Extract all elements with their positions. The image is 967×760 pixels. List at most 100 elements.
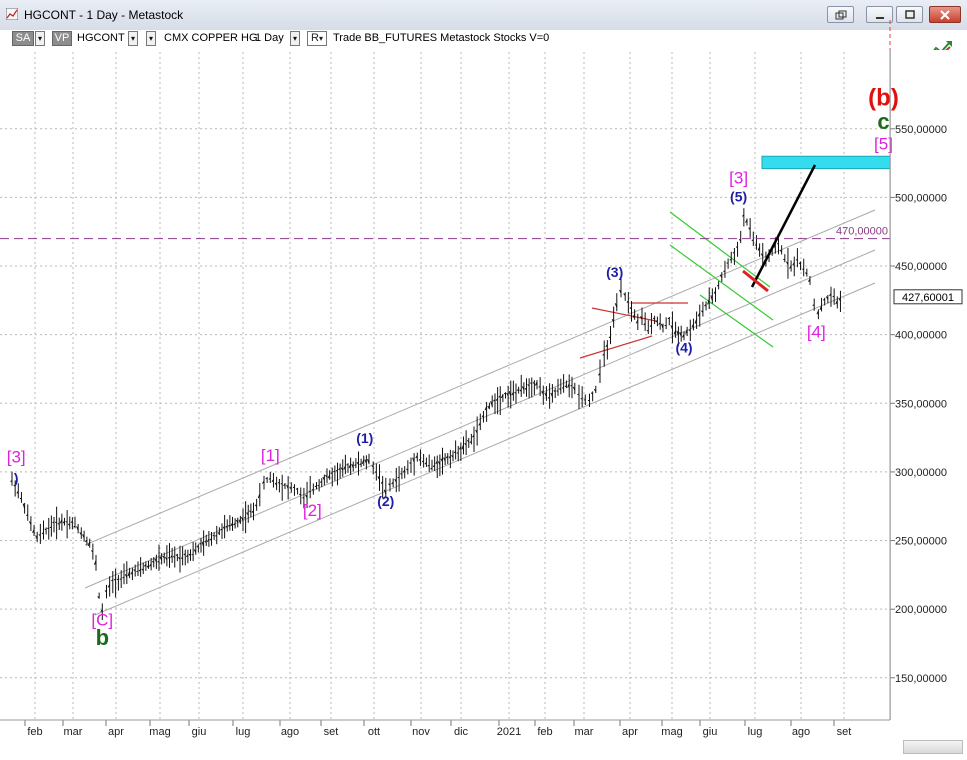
price-bar-open xyxy=(475,429,478,434)
price-bar-open xyxy=(265,477,268,480)
price-bar-open xyxy=(748,227,751,230)
maximize-icon xyxy=(904,10,915,19)
last-price-box xyxy=(893,289,963,305)
price-bar-open xyxy=(655,319,658,323)
security-dropdown-arrow[interactable]: ▾ xyxy=(146,31,156,46)
x-tick-label: apr xyxy=(622,726,638,738)
close-icon xyxy=(940,10,950,20)
price-bar-open xyxy=(538,386,541,388)
price-bar-open xyxy=(22,503,26,509)
price-bar-open xyxy=(495,398,499,401)
period-dropdown-arrow[interactable]: ▾ xyxy=(290,31,300,46)
price-bar-open xyxy=(829,293,832,297)
close-button[interactable] xyxy=(929,6,961,23)
price-bar-open xyxy=(742,214,745,217)
maximize-button[interactable] xyxy=(896,6,923,23)
price-bar-open xyxy=(185,554,189,558)
price-bar-open xyxy=(283,483,286,486)
price-bar-open xyxy=(619,289,622,294)
price-bar-open xyxy=(835,300,838,305)
price-bar-open xyxy=(206,538,210,543)
price-bar-open xyxy=(317,484,320,487)
price-bar-open xyxy=(172,556,176,559)
price-bar-open xyxy=(371,465,374,468)
price-bar-open xyxy=(299,493,301,496)
sa-button[interactable]: SA xyxy=(12,31,34,46)
price-bar-open xyxy=(13,484,16,487)
price-bar-open xyxy=(716,284,719,287)
price-bar-open xyxy=(322,476,325,481)
price-bar-open xyxy=(508,391,512,397)
price-bar-open xyxy=(257,493,261,499)
price-bar-open xyxy=(424,462,427,465)
price-bar-open xyxy=(825,296,829,300)
price-bar-open xyxy=(493,399,496,402)
r-dropdown-arrow: ▾ xyxy=(318,34,323,43)
price-bar-open xyxy=(361,459,365,464)
price-bar-open xyxy=(274,482,278,486)
price-bar-open xyxy=(789,265,792,269)
price-bar-open xyxy=(757,246,761,251)
price-bar-open xyxy=(199,542,202,545)
price-bar-open xyxy=(113,578,116,581)
vp-button[interactable]: VP xyxy=(52,31,72,46)
price-bar-open xyxy=(175,554,178,557)
period-label[interactable]: 1 Day xyxy=(255,32,284,44)
price-bar-open xyxy=(204,540,207,543)
breakout-marker xyxy=(742,269,769,293)
price-bar-open xyxy=(572,386,576,390)
price-bar-open xyxy=(356,461,359,465)
price-bar-open xyxy=(343,465,346,470)
price-bar-open xyxy=(325,474,328,478)
price-bar-open xyxy=(646,329,649,332)
price-bar-open xyxy=(691,323,694,328)
horizontal-scrollbar[interactable] xyxy=(903,740,963,754)
price-bar-open xyxy=(451,455,454,458)
price-bar-open xyxy=(490,401,493,406)
price-bar-open xyxy=(786,261,789,265)
symbol-dropdown-arrow[interactable]: ▾ xyxy=(128,31,138,46)
x-tick-label: 2021 xyxy=(497,726,521,738)
x-tick-label: dic xyxy=(454,726,469,738)
price-bar-open xyxy=(819,305,823,310)
price-bar-open xyxy=(593,388,597,392)
price-bar-open xyxy=(241,516,244,522)
price-bar-open xyxy=(456,452,459,454)
x-tick-label: feb xyxy=(537,726,552,738)
price-bar-open xyxy=(437,461,441,465)
wave-label: [3] xyxy=(7,447,26,466)
symbol-label[interactable]: HGCONT xyxy=(77,32,125,44)
r-button[interactable]: R▾ xyxy=(307,31,327,46)
security-name: CMX COPPER HG xyxy=(164,32,258,44)
date-axis-strip xyxy=(0,738,967,760)
y-tick-label: 400,00000 xyxy=(895,330,947,342)
price-bar-open xyxy=(97,596,100,599)
price-bar-open xyxy=(550,392,553,397)
price-bar-open xyxy=(577,393,580,396)
price-bar-open xyxy=(464,442,467,446)
price-bar-open xyxy=(498,395,501,398)
price-bar-open xyxy=(52,521,55,524)
projection-line xyxy=(750,164,817,288)
minimize-button[interactable] xyxy=(866,6,893,23)
price-bar-open xyxy=(238,519,241,523)
price-bar-open xyxy=(54,521,57,524)
price-bar-open xyxy=(611,319,615,323)
window-titlebar: HGCONT - 1 Day - Metastock xyxy=(0,0,967,31)
price-bar-open xyxy=(305,494,308,498)
price-bar-open xyxy=(254,504,257,507)
wave-label: [5] xyxy=(874,134,893,153)
wave-label: (4) xyxy=(675,340,692,356)
price-bar-open xyxy=(816,310,819,315)
price-bar-open xyxy=(327,475,331,479)
price-bar-open xyxy=(590,392,593,395)
price-bar-open xyxy=(354,464,357,466)
price-bar-open xyxy=(673,330,677,335)
wave-label: (5) xyxy=(730,189,747,205)
price-bar-open xyxy=(116,578,119,581)
wave-label: (2) xyxy=(377,493,394,509)
sa-dropdown-arrow[interactable]: ▾ xyxy=(35,31,45,46)
price-bar-open xyxy=(193,549,197,553)
restore-button[interactable] xyxy=(827,6,854,23)
